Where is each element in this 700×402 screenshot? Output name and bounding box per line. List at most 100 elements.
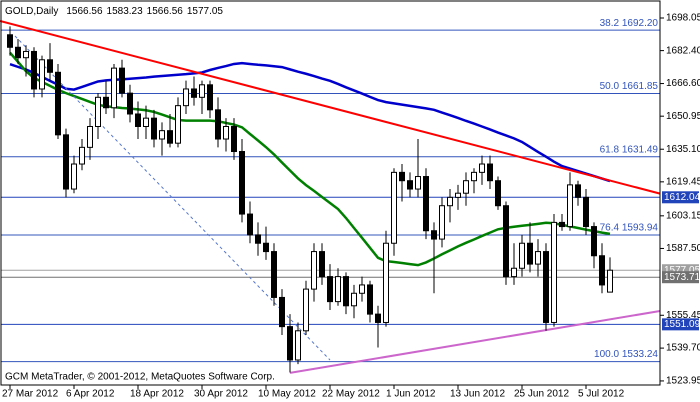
candle-body: [535, 251, 541, 265]
candle-body: [135, 113, 141, 127]
candle-body: [175, 105, 181, 144]
candle-body: [327, 276, 333, 303]
candle-body: [47, 59, 53, 73]
x-tick-label: 27 Mar 2012: [2, 389, 59, 400]
fib-label: 38.2 1692.20: [600, 18, 659, 29]
moving-average: [9, 61, 611, 183]
candle-body: [63, 134, 69, 190]
candle-body: [167, 130, 173, 144]
candle-body: [415, 176, 421, 190]
candle-body: [95, 96, 101, 127]
trend-line: [289, 310, 661, 374]
x-tick-label: 5 Jul 2012: [578, 389, 625, 400]
candle-body: [359, 284, 365, 294]
candle-body: [287, 326, 293, 361]
candle-body: [511, 267, 517, 278]
candle-body: [143, 117, 149, 127]
candle-body: [399, 171, 405, 182]
candle-body: [479, 163, 485, 173]
x-tick-label: 18 Apr 2012: [130, 389, 184, 400]
candle-body: [311, 251, 317, 290]
candle-body: [159, 130, 165, 140]
candle-body: [559, 221, 565, 228]
candle-body: [39, 59, 45, 90]
candle-body: [471, 171, 477, 182]
high-value: 1583.23: [107, 6, 144, 17]
open-value: 1566.56: [66, 6, 103, 17]
y-tick-label: 1523.95: [666, 376, 700, 387]
candle-body: [199, 84, 205, 98]
candle-body: [15, 46, 21, 59]
candle-body: [247, 213, 253, 236]
candle-body: [103, 96, 109, 109]
candle-body: [367, 284, 373, 315]
y-tick-label: 1650.95: [666, 111, 700, 122]
candle-body: [271, 251, 277, 298]
candle-body: [551, 221, 557, 323]
x-tick-label: 13 Jun 2012: [450, 389, 505, 400]
candle-body: [599, 255, 605, 286]
fib-label: 61.8 1631.49: [600, 144, 659, 155]
candle-body: [191, 88, 197, 98]
candle-body: [119, 67, 125, 94]
candle-body: [87, 125, 93, 148]
y-tick-label: 1603.15: [666, 210, 700, 221]
y-tick-label: 1555.45: [666, 310, 700, 321]
y-tick-label: 1635.10: [666, 144, 700, 155]
candle-body: [335, 276, 341, 303]
candle-body: [55, 71, 61, 136]
price-box: [662, 271, 699, 284]
candle-body: [319, 251, 325, 278]
candle-body: [607, 269, 613, 293]
x-tick-label: 30 Apr 2012: [194, 389, 248, 400]
price-box-label: 1612.04: [664, 192, 700, 203]
candle-body: [583, 196, 589, 228]
x-tick-label: 10 May 2012: [258, 389, 316, 400]
fib-label: 100.0 1533.24: [594, 349, 658, 360]
candle-body: [263, 242, 269, 253]
fib-label: 76.4 1593.94: [600, 223, 659, 234]
candle-body: [439, 205, 445, 240]
candle-body: [31, 50, 37, 90]
candle-body: [487, 163, 493, 182]
candle-body: [567, 184, 573, 228]
candle-body: [215, 109, 221, 140]
plot-area: 38.2 1692.20 50.0 1661.85 61.8 1631.49 76.4…: [0, 18, 661, 374]
candle-body: [423, 176, 429, 232]
candle-body: [495, 180, 501, 207]
candle-body: [279, 296, 285, 328]
y-tick-label: 1587.50: [666, 243, 700, 254]
y-tick-label: 1619.45: [666, 176, 700, 187]
price-box-label: 1573.71: [664, 272, 700, 283]
moving-average: [9, 51, 611, 267]
y-tick-label: 1666.60: [666, 78, 700, 89]
candle-body: [79, 146, 85, 165]
low-value: 1566.56: [147, 6, 184, 17]
candle-body: [303, 288, 309, 332]
candle-body: [7, 34, 13, 48]
candle-body: [223, 125, 229, 140]
candle-body: [231, 125, 237, 153]
candle-body: [503, 205, 509, 278]
fib-label: 50.0 1661.85: [600, 81, 659, 92]
x-tick-label: 22 May 2012: [322, 389, 380, 400]
chart-header: GOLD,Daily 1566.56 1583.23 1566.56 1577.05: [5, 6, 223, 17]
candle-body: [127, 92, 133, 115]
footer: GCM MetaTrader, © 2001-2012, MetaQuotes …: [5, 372, 275, 383]
y-tick-label: 1682.40: [666, 45, 700, 56]
y-tick-label: 1698.05: [666, 13, 700, 24]
candle-body: [383, 242, 389, 323]
trend-line: [0, 20, 661, 195]
close-value: 1577.05: [187, 6, 224, 17]
candle-body: [151, 117, 157, 140]
candle-body: [543, 251, 549, 323]
x-tick-label: 6 Apr 2012: [66, 389, 115, 400]
candle-body: [343, 276, 349, 307]
candle-body: [183, 88, 189, 107]
candle-body: [375, 313, 381, 323]
candle-body: [71, 163, 77, 190]
candle-body: [407, 180, 413, 190]
chart-title: GOLD,Daily: [5, 6, 58, 17]
